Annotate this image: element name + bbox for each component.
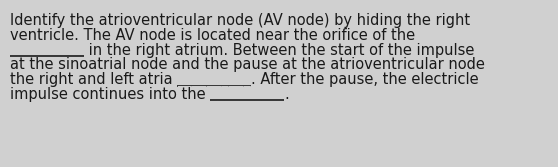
Text: .: . [284,87,288,102]
Text: __________: __________ [177,72,251,87]
Text: the right and left atria: the right and left atria [10,72,177,87]
Text: __________: __________ [10,43,84,58]
Text: __________: __________ [210,87,284,102]
Text: in the right atrium. Between the start of the impulse: in the right atrium. Between the start o… [84,43,474,58]
Text: impulse continues into the: impulse continues into the [10,87,210,102]
Text: . After the pause, the electricle: . After the pause, the electricle [251,72,479,87]
Text: at the sinoatrial node and the pause at the atrioventricular node: at the sinoatrial node and the pause at … [10,57,485,72]
Text: Identify the atrioventricular node (AV node) by hiding the right: Identify the atrioventricular node (AV n… [10,13,470,28]
Text: ventricle. The AV node is located near the orifice of the: ventricle. The AV node is located near t… [10,28,415,43]
